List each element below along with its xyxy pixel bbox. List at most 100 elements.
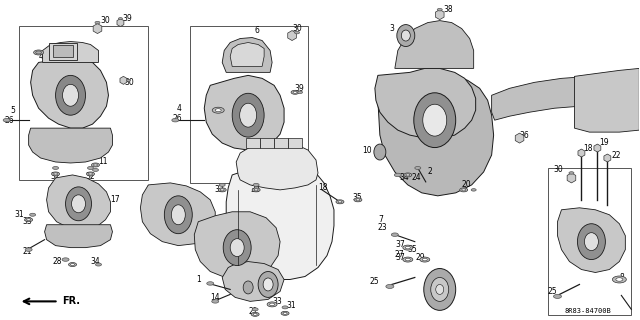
Circle shape [422, 258, 428, 261]
Circle shape [356, 199, 360, 201]
Text: 40: 40 [38, 52, 49, 61]
Circle shape [70, 264, 74, 266]
Circle shape [293, 91, 297, 93]
Circle shape [291, 90, 299, 94]
Text: 19: 19 [600, 138, 609, 147]
Bar [246, 138, 260, 148]
Text: 39: 39 [294, 84, 304, 93]
Polygon shape [204, 76, 284, 150]
Circle shape [220, 183, 225, 186]
Ellipse shape [258, 271, 278, 297]
Circle shape [92, 163, 99, 167]
Circle shape [62, 258, 69, 261]
Text: 10: 10 [362, 146, 372, 155]
Circle shape [3, 118, 10, 122]
Text: 37: 37 [396, 240, 406, 249]
Polygon shape [31, 59, 108, 128]
Text: 29: 29 [416, 253, 426, 262]
Ellipse shape [223, 230, 251, 266]
Circle shape [616, 278, 623, 281]
Text: 25: 25 [547, 287, 557, 296]
Circle shape [27, 219, 31, 221]
Ellipse shape [239, 103, 257, 127]
Circle shape [338, 201, 342, 203]
Text: 35: 35 [408, 245, 417, 254]
Ellipse shape [374, 144, 386, 160]
Text: 40: 40 [208, 104, 218, 113]
Circle shape [252, 308, 258, 311]
Polygon shape [288, 31, 296, 41]
Text: 38: 38 [444, 5, 453, 14]
Polygon shape [195, 212, 280, 278]
Circle shape [95, 21, 100, 24]
Ellipse shape [397, 25, 415, 46]
Text: 9: 9 [444, 295, 449, 304]
Circle shape [281, 311, 289, 315]
Polygon shape [492, 76, 629, 120]
Text: 16: 16 [248, 277, 258, 286]
Polygon shape [435, 10, 444, 20]
Text: 30: 30 [292, 24, 302, 33]
Text: 21: 21 [22, 247, 32, 256]
Circle shape [282, 306, 288, 309]
Polygon shape [222, 37, 272, 72]
Text: 31: 31 [15, 210, 24, 219]
Circle shape [25, 248, 32, 251]
Text: 18: 18 [318, 183, 328, 192]
Circle shape [34, 50, 44, 55]
Text: 34: 34 [400, 173, 410, 182]
Circle shape [52, 172, 60, 176]
Text: 20: 20 [461, 180, 471, 189]
Circle shape [437, 8, 442, 11]
Circle shape [460, 188, 468, 192]
Ellipse shape [414, 93, 456, 148]
Polygon shape [515, 133, 524, 143]
Circle shape [36, 51, 42, 54]
Circle shape [554, 294, 561, 298]
Circle shape [294, 31, 300, 34]
Ellipse shape [436, 284, 444, 294]
Polygon shape [578, 149, 585, 157]
Polygon shape [222, 261, 284, 301]
Circle shape [404, 173, 412, 177]
Text: 1: 1 [196, 275, 201, 284]
Bar [288, 138, 302, 148]
Ellipse shape [577, 224, 605, 260]
Circle shape [252, 188, 260, 192]
Polygon shape [375, 68, 476, 138]
Ellipse shape [263, 278, 273, 291]
Circle shape [471, 188, 476, 191]
Text: 7: 7 [378, 215, 383, 224]
Text: 31: 31 [286, 301, 296, 310]
Circle shape [118, 18, 122, 20]
Bar [274, 138, 288, 148]
Circle shape [405, 258, 410, 261]
Text: 35: 35 [352, 193, 362, 202]
Ellipse shape [172, 205, 186, 225]
Circle shape [391, 233, 398, 236]
Ellipse shape [63, 84, 79, 106]
Bar [52, 45, 72, 58]
Text: 23: 23 [378, 223, 387, 232]
Circle shape [394, 173, 401, 177]
Text: 33: 33 [22, 217, 33, 226]
Circle shape [52, 166, 59, 170]
Circle shape [93, 168, 99, 172]
Circle shape [86, 172, 95, 176]
Circle shape [95, 263, 102, 266]
Polygon shape [29, 128, 113, 163]
Circle shape [212, 107, 224, 113]
Polygon shape [567, 173, 576, 183]
Text: 4: 4 [176, 104, 181, 113]
Circle shape [25, 218, 33, 222]
Circle shape [29, 213, 36, 216]
Circle shape [386, 284, 394, 288]
Text: 11: 11 [99, 157, 108, 166]
Text: 27: 27 [395, 250, 404, 259]
Circle shape [415, 166, 420, 170]
Text: 30: 30 [124, 78, 134, 87]
Polygon shape [47, 175, 111, 230]
Ellipse shape [401, 30, 410, 41]
Text: 17: 17 [111, 195, 120, 204]
Circle shape [212, 300, 219, 303]
